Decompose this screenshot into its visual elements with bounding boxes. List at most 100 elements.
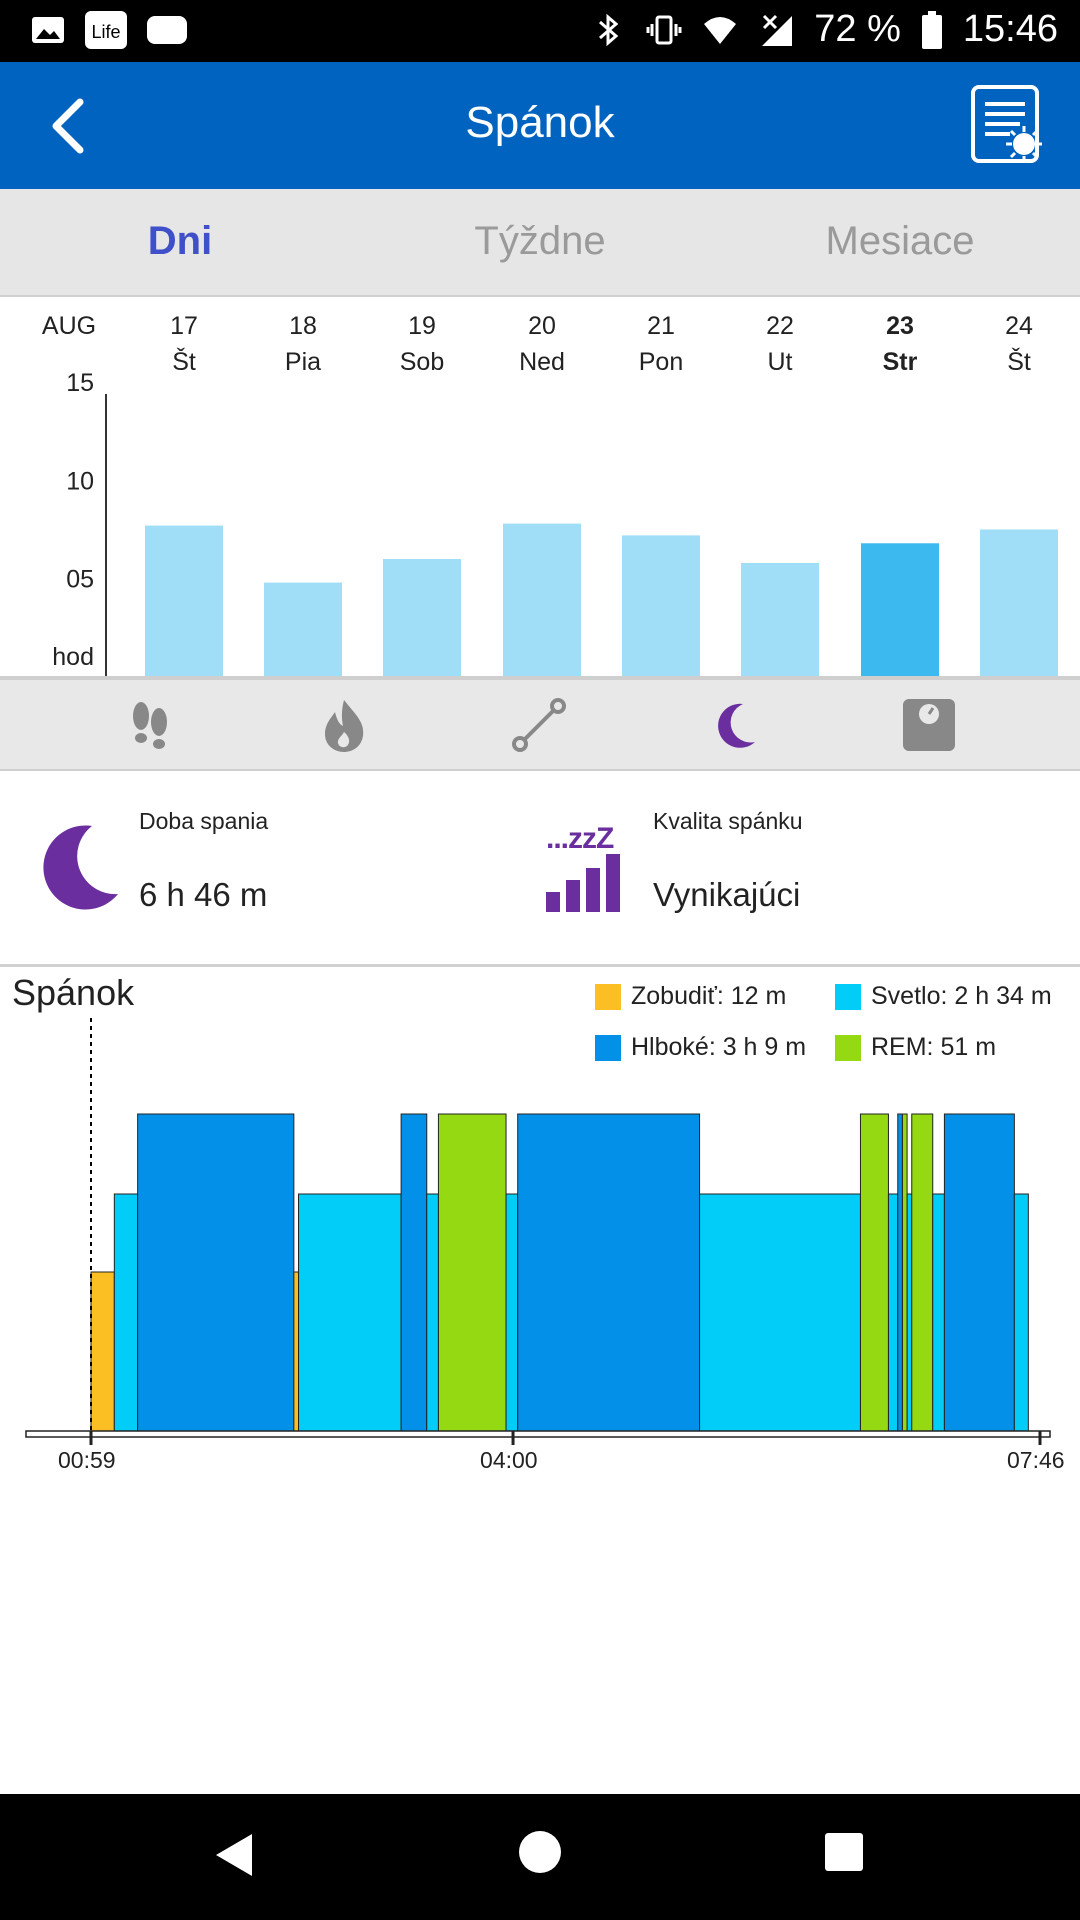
image-icon bbox=[32, 17, 64, 43]
sleep-segment-17 bbox=[932, 1193, 945, 1432]
legend-swatch bbox=[595, 1034, 621, 1061]
navigation-bar bbox=[0, 1794, 1080, 1920]
y-tick-label: 15 bbox=[66, 370, 94, 397]
distance-icon[interactable] bbox=[510, 696, 568, 754]
sleep-segment-0 bbox=[90, 1271, 115, 1432]
sleep-segment-15 bbox=[906, 1193, 913, 1432]
day-header-21[interactable]: 21 Pon bbox=[616, 308, 706, 380]
calories-icon[interactable] bbox=[315, 696, 373, 754]
legend-swatch bbox=[835, 1034, 861, 1061]
day-header-19[interactable]: 19 Sob bbox=[377, 308, 467, 380]
day-header-20[interactable]: 20 Ned bbox=[497, 308, 587, 380]
tab-months[interactable]: Mesiace bbox=[825, 219, 975, 263]
y-tick-label: 10 bbox=[66, 467, 94, 495]
day-bar-22-Ut[interactable] bbox=[741, 562, 819, 677]
day-number: 22 bbox=[766, 312, 794, 340]
sleep-segment-10 bbox=[699, 1193, 861, 1432]
day-name: Ned bbox=[519, 348, 565, 376]
sleep-segment-2 bbox=[137, 1113, 295, 1432]
wifi-icon bbox=[704, 16, 737, 44]
no-signal-icon bbox=[762, 14, 793, 46]
clock: 15:46 bbox=[962, 8, 1058, 50]
day-bar-21-Pon[interactable] bbox=[622, 535, 700, 677]
sleep-duration-label: Doba spania bbox=[139, 808, 269, 834]
svg-text:Life: Life bbox=[91, 22, 120, 42]
back-arrow-icon[interactable] bbox=[40, 96, 100, 156]
vibrate-icon bbox=[646, 15, 682, 44]
legend-label: Zobudiť: 12 m bbox=[631, 982, 787, 1010]
day-bar-24-Št[interactable] bbox=[980, 529, 1058, 678]
day-name: Št bbox=[172, 348, 196, 376]
day-number: 18 bbox=[289, 312, 317, 340]
sleep-segment-7 bbox=[437, 1113, 507, 1432]
sleep-segment-9 bbox=[517, 1113, 701, 1432]
day-header-22[interactable]: 22 Ut bbox=[735, 308, 825, 380]
legend-swatch bbox=[595, 983, 621, 1010]
sleep-segment-16 bbox=[911, 1113, 934, 1432]
nav-recents-icon[interactable] bbox=[824, 1832, 864, 1872]
sleep-stages-chart bbox=[25, 1018, 1051, 1445]
life-app-icon: Life bbox=[85, 11, 127, 49]
day-bar-23-Str[interactable] bbox=[861, 543, 939, 677]
sleep-segment-12 bbox=[887, 1193, 899, 1432]
sleep-segment-8 bbox=[505, 1193, 519, 1432]
day-name: Št bbox=[1007, 348, 1031, 376]
sleep-segment-3 bbox=[293, 1271, 300, 1432]
weight-scale-icon[interactable] bbox=[900, 696, 958, 754]
nav-home-icon[interactable] bbox=[518, 1830, 562, 1874]
sleep-segment-1 bbox=[113, 1193, 139, 1432]
sleep-segment-11 bbox=[859, 1113, 889, 1432]
legend-light: Svetlo: 2 h 34 m bbox=[835, 982, 1052, 1011]
sleep-segment-18 bbox=[943, 1113, 1015, 1432]
day-number: 23 bbox=[886, 312, 914, 340]
month-label: AUG bbox=[41, 312, 97, 340]
day-header-17[interactable]: 17 Št bbox=[139, 308, 229, 380]
legend-awake: Zobudiť: 12 m bbox=[595, 982, 786, 1011]
zzz-text: ...zzZ bbox=[546, 822, 614, 855]
day-bar-18-Pia[interactable] bbox=[264, 582, 342, 677]
nav-back-icon[interactable] bbox=[212, 1830, 256, 1880]
legend-label: Hlboké: 3 h 9 m bbox=[631, 1033, 807, 1061]
time-label-0059: 00:59 bbox=[58, 1447, 116, 1473]
battery-icon bbox=[921, 10, 942, 49]
sleep-segment-5 bbox=[400, 1113, 428, 1432]
day-number: 24 bbox=[1005, 312, 1033, 340]
bluetooth-icon bbox=[599, 13, 619, 46]
tab-weeks[interactable]: Týždne bbox=[474, 219, 606, 263]
day-header-18[interactable]: 18 Pia bbox=[258, 308, 348, 380]
tab-days[interactable]: Dni bbox=[147, 219, 213, 263]
sleep-segment-4 bbox=[298, 1193, 402, 1432]
day-header-23[interactable]: 23 Str bbox=[855, 308, 945, 380]
display-settings-icon[interactable] bbox=[970, 84, 1044, 166]
sleep-quality-value: Vynikajúci bbox=[653, 876, 801, 913]
day-bar-20-Ned[interactable] bbox=[503, 523, 581, 677]
day-number: 17 bbox=[170, 312, 198, 340]
day-bar-17-Št[interactable] bbox=[145, 525, 223, 677]
metric-selector-bar bbox=[0, 678, 1080, 771]
day-number: 21 bbox=[647, 312, 675, 340]
signal-bars-icon bbox=[546, 854, 620, 912]
legend-label: Svetlo: 2 h 34 m bbox=[871, 982, 1052, 1010]
moon-icon bbox=[43, 825, 118, 910]
day-name: Pia bbox=[284, 348, 322, 376]
day-header-24[interactable]: 24 Št bbox=[974, 308, 1064, 380]
legend-deep: Hlboké: 3 h 9 m bbox=[595, 1033, 806, 1062]
app-bar: Spánok bbox=[0, 62, 1080, 189]
legend-rem: REM: 51 m bbox=[835, 1033, 996, 1062]
day-number: 20 bbox=[528, 312, 556, 340]
day-name: Sob bbox=[399, 348, 445, 376]
sleep-quality-label: Kvalita spánku bbox=[653, 808, 803, 834]
period-tabs: Dni Týždne Mesiace bbox=[0, 189, 1080, 297]
time-label-0400: 04:00 bbox=[480, 1447, 538, 1473]
sleep-duration-value: 6 h 46 m bbox=[139, 876, 268, 913]
time-axis bbox=[25, 1430, 1051, 1438]
day-bar-19-Sob[interactable] bbox=[383, 559, 461, 677]
day-number: 19 bbox=[408, 312, 436, 340]
steps-icon[interactable] bbox=[121, 696, 179, 754]
sleep-icon[interactable] bbox=[705, 696, 763, 754]
time-label-0746: 07:46 bbox=[1007, 1447, 1065, 1473]
page-title: Spánok bbox=[465, 98, 615, 147]
day-name: Str bbox=[882, 348, 918, 376]
legend-label: REM: 51 m bbox=[871, 1033, 997, 1061]
sleep-quality-icon: ...zzZ bbox=[544, 820, 640, 914]
